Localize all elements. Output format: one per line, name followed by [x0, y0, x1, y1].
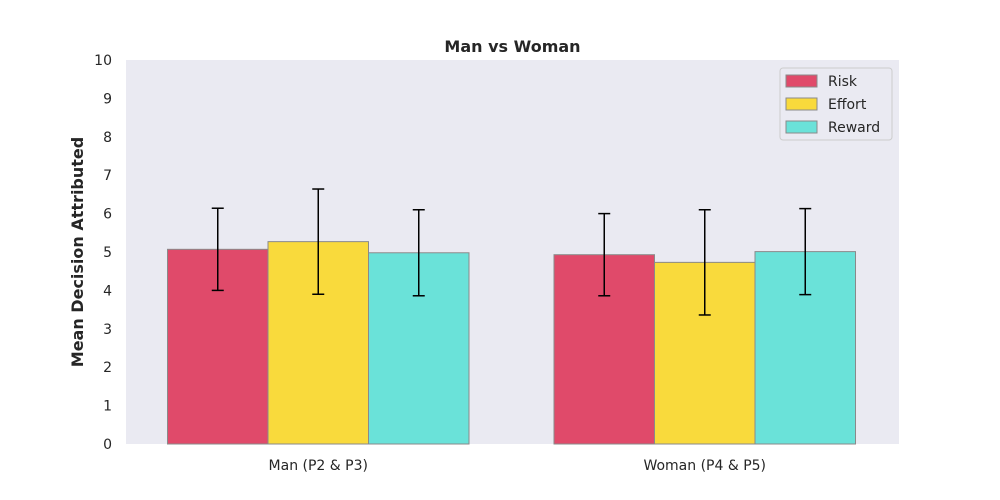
y-tick-label: 6 [103, 207, 112, 223]
bars-group [167, 241, 856, 445]
x-ticks-group: Man (P2 & P3) Woman (P4 & P5) [269, 458, 767, 474]
legend-swatch-reward [785, 120, 818, 134]
error-bars-group [211, 188, 812, 316]
y-tick-label: 5 [103, 245, 112, 261]
y-tick-label: 9 [103, 91, 112, 107]
error-bar-risk-1 [598, 212, 611, 297]
legend-label-reward: Reward [828, 120, 880, 136]
chart-title: Man vs Woman [444, 37, 580, 56]
y-tick-label: 7 [103, 168, 112, 184]
error-bar-risk-0 [211, 207, 224, 292]
y-tick-label: 8 [103, 130, 112, 146]
y-axis-label: Mean Decision Attributed [68, 137, 87, 367]
x-tick-label: Woman (P4 & P5) [643, 458, 766, 474]
error-bar-effort-1 [698, 209, 711, 316]
y-tick-label: 0 [103, 437, 112, 453]
error-bar-reward-1 [799, 207, 812, 296]
legend: Risk Effort Reward [779, 67, 893, 141]
x-tick-label: Man (P2 & P3) [269, 458, 368, 474]
y-tick-label: 10 [94, 53, 112, 69]
y-tick-label: 3 [103, 322, 112, 338]
y-tick-label: 2 [103, 360, 112, 376]
y-tick-label: 1 [103, 399, 112, 415]
legend-label-risk: Risk [828, 74, 858, 90]
legend-swatch-effort [785, 97, 818, 111]
y-tick-label: 4 [103, 283, 112, 299]
error-bar-reward-0 [412, 209, 425, 297]
legend-swatch-risk [785, 74, 818, 88]
y-ticks-group: 0 1 2 3 4 5 6 7 8 9 10 [94, 53, 112, 453]
error-bar-effort-0 [312, 188, 325, 295]
legend-label-effort: Effort [828, 97, 867, 113]
bar-reward-1 [754, 251, 856, 445]
